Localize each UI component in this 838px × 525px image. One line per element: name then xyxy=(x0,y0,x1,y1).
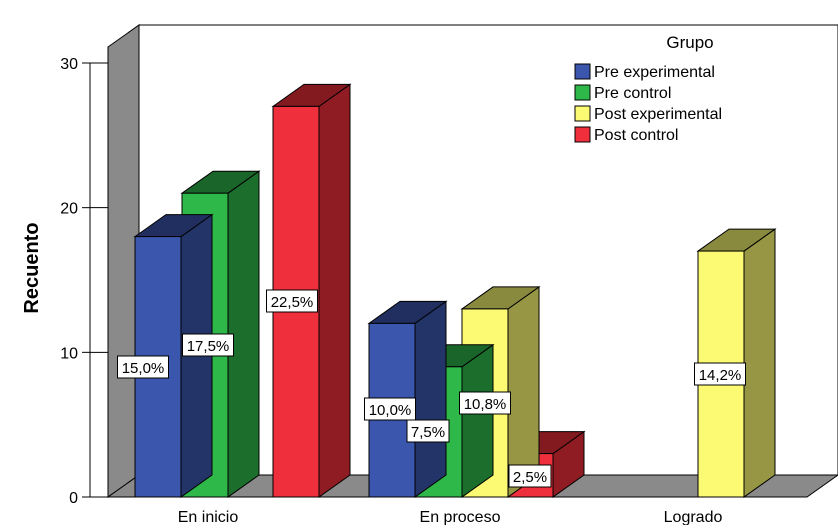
side-wall xyxy=(107,24,140,498)
legend-item: Post experimental xyxy=(574,105,722,123)
data-label: 10,0% xyxy=(364,397,416,421)
legend: Grupo Pre experimental Pre control Post ex… xyxy=(574,33,722,144)
data-label-text: 10,8% xyxy=(464,396,507,413)
data-label-text: 2,5% xyxy=(513,469,547,486)
y-tick-label: 0 xyxy=(69,490,78,507)
legend-swatch xyxy=(574,105,591,122)
y-axis: 0 10 20 30 xyxy=(60,56,108,507)
data-label-box xyxy=(508,464,552,488)
legend-label: Post experimental xyxy=(594,106,722,123)
bar-side xyxy=(461,343,494,498)
data-label: 22,5% xyxy=(266,289,318,313)
legend-label: Post control xyxy=(594,127,678,144)
data-label-box xyxy=(182,333,234,357)
data-labels: 15,0% 17,5% 22,5% 10,0% 7,5% 10,8% 2,5% 14,2% xyxy=(117,289,746,488)
data-label-box xyxy=(364,397,416,421)
data-label: 10,8% xyxy=(459,391,511,415)
data-label: 15,0% xyxy=(117,355,169,379)
legend-swatch xyxy=(574,63,591,80)
data-label: 7,5% xyxy=(406,419,450,443)
y-tick-label: 30 xyxy=(60,56,78,73)
x-tick-label: Logrado xyxy=(664,509,723,525)
bar-side xyxy=(414,300,447,498)
legend-label: Pre experimental xyxy=(594,64,715,81)
y-tick-label: 10 xyxy=(60,345,78,362)
x-tick-label: En inicio xyxy=(178,509,239,525)
data-label-text: 10,0% xyxy=(369,402,412,419)
data-label-text: 17,5% xyxy=(187,338,230,355)
legend-label: Pre control xyxy=(594,85,671,102)
data-label-box xyxy=(459,391,511,415)
bar-side xyxy=(318,83,351,498)
data-label-box xyxy=(117,355,169,379)
data-label: 14,2% xyxy=(694,362,746,386)
data-label-box xyxy=(266,289,318,313)
legend-item: Pre control xyxy=(574,84,671,102)
legend-item: Post control xyxy=(574,126,678,144)
data-label: 17,5% xyxy=(182,333,234,357)
bars xyxy=(133,83,777,498)
x-axis-ticks: En inicio En proceso Logrado xyxy=(178,509,723,525)
data-label-text: 22,5% xyxy=(271,294,314,311)
data-label: 2,5% xyxy=(508,464,552,488)
x-tick-label: En proceso xyxy=(420,509,501,525)
data-label-text: 7,5% xyxy=(411,424,445,441)
legend-swatch xyxy=(574,126,591,143)
data-label-box xyxy=(694,362,746,386)
bar-side xyxy=(743,228,776,498)
legend-title: Grupo xyxy=(666,33,713,52)
legend-item: Pre experimental xyxy=(574,63,715,81)
data-label-text: 15,0% xyxy=(122,360,165,377)
legend-swatch xyxy=(574,84,591,101)
y-axis-label: Recuento xyxy=(21,222,43,313)
data-label-box xyxy=(406,419,450,443)
data-label-text: 14,2% xyxy=(699,367,742,384)
y-tick-label: 20 xyxy=(60,201,78,218)
